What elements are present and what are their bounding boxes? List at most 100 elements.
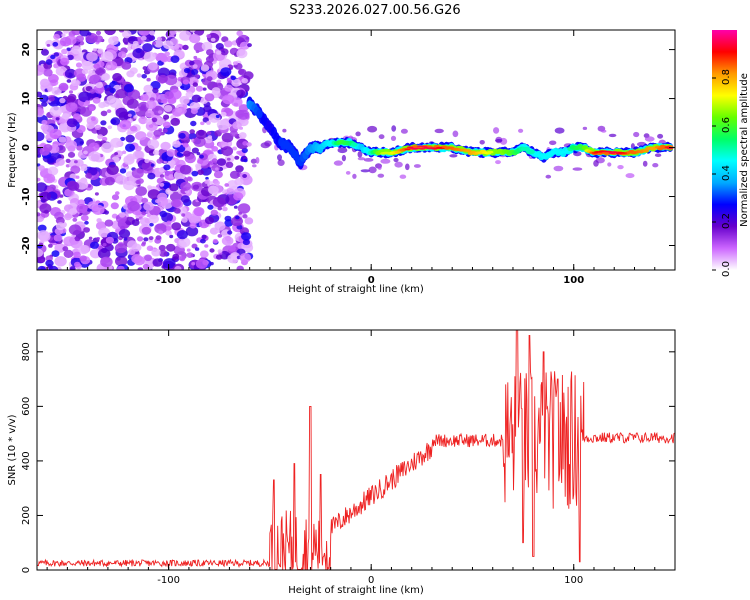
heatmap-cell (51, 250, 60, 257)
heatmap-cell (88, 151, 101, 162)
heatmap-cell (434, 128, 444, 134)
heatmap-cell (399, 174, 407, 179)
heatmap-cell (607, 162, 612, 167)
heatmap-cell (242, 141, 248, 146)
heatmap-cell (115, 150, 123, 157)
heatmap-cell (193, 55, 198, 60)
heatmap-cell (487, 150, 494, 154)
heatmap-cell (377, 173, 385, 178)
heatmap-cell (41, 119, 48, 125)
heatmap-cell (45, 59, 53, 65)
heatmap-cell (152, 258, 163, 267)
heatmap-cell (64, 188, 74, 197)
heatmap-cell (147, 139, 160, 150)
heatmap-cell (170, 191, 183, 203)
heatmap-cell (40, 124, 49, 131)
heatmap-cell (65, 158, 71, 163)
heatmap-cell (141, 211, 146, 216)
heatmap-cell (37, 255, 46, 264)
heatmap-cell (158, 110, 163, 114)
heatmap-cell (189, 222, 197, 229)
heatmap-cell (195, 50, 200, 54)
heatmap-cell (83, 150, 88, 155)
heatmap-cell (203, 105, 212, 113)
heatmap-cell (181, 217, 188, 223)
heatmap-cell (87, 32, 92, 36)
heatmap-cell (176, 230, 188, 240)
heatmap-cell (652, 163, 659, 168)
heatmap-cell (115, 175, 128, 185)
colorbar-tick-label: 0.2 (721, 213, 732, 229)
y-tick-label: 10 (21, 92, 32, 106)
heatmap-cell (157, 67, 170, 78)
heatmap-cell (221, 132, 234, 143)
heatmap-cell (106, 164, 119, 175)
heatmap-cell (143, 51, 156, 62)
heatmap-cell (196, 152, 201, 156)
heatmap-cell (449, 154, 458, 158)
heatmap-cell (141, 197, 149, 204)
heatmap-cell (438, 147, 445, 150)
heatmap-cell (86, 208, 92, 212)
heatmap-cell (57, 200, 62, 204)
heatmap-cell (66, 96, 76, 104)
heatmap-cell (138, 116, 148, 125)
heatmap-cell (50, 54, 56, 60)
heatmap-cell (156, 158, 163, 164)
heatmap-cell (162, 121, 171, 129)
heatmap-cell (390, 135, 397, 141)
heatmap-cell (37, 265, 46, 270)
heatmap-cell (238, 68, 247, 76)
heatmap-cell (68, 224, 82, 235)
heatmap-cell (55, 222, 66, 231)
heatmap-cell (142, 43, 153, 52)
heatmap-cell (79, 30, 90, 37)
heatmap-cell (145, 210, 150, 214)
heatmap-cell (181, 213, 186, 217)
heatmap-cell (213, 170, 223, 179)
heatmap-cell (158, 244, 166, 251)
heatmap-cell (553, 165, 564, 172)
heatmap-cell (528, 149, 535, 155)
colorbar-tick-label: 0.4 (721, 165, 732, 181)
heatmap-cell (65, 140, 77, 150)
heatmap-cell (146, 132, 153, 138)
heatmap-cell (368, 166, 377, 174)
heatmap-cell (169, 183, 179, 192)
heatmap-cell (97, 248, 111, 260)
heatmap-cell (215, 254, 223, 260)
heatmap-cell (217, 234, 223, 238)
heatmap-cell (179, 95, 190, 105)
heatmap-cell (351, 142, 358, 147)
heatmap-cell (224, 84, 233, 92)
heatmap-cell (189, 33, 201, 44)
heatmap-cell (89, 74, 102, 85)
heatmap-cell (88, 106, 95, 112)
heatmap-cell (127, 113, 132, 118)
heatmap-cell (222, 94, 235, 105)
heatmap-cell (209, 248, 215, 253)
heatmap-cell (119, 119, 132, 130)
heatmap-cell (642, 160, 648, 167)
heatmap-cell (53, 234, 63, 242)
heatmap-cell (47, 166, 59, 176)
heatmap-cell (49, 128, 62, 139)
heatmap-cell (81, 61, 94, 71)
figure-title: S233.2026.027.00.56.G26 (289, 3, 460, 18)
heatmap-cell (115, 256, 128, 267)
y-tick-label: 0 (21, 567, 32, 573)
heatmap-cell (199, 154, 204, 159)
heatmap-cell (152, 87, 159, 94)
heatmap-cell (123, 84, 134, 93)
heatmap-cell (189, 129, 195, 134)
heatmap-cell (37, 248, 44, 258)
heatmap-cell (234, 155, 240, 160)
heatmap-cell (133, 115, 138, 119)
heatmap-cell (230, 75, 236, 81)
heatmap-cell (237, 109, 250, 120)
x-tick-label: 0 (368, 575, 374, 586)
heatmap-cell (232, 61, 238, 66)
heatmap-cell (282, 128, 287, 133)
heatmap-cell (159, 210, 168, 218)
heatmap-cell (63, 236, 76, 247)
